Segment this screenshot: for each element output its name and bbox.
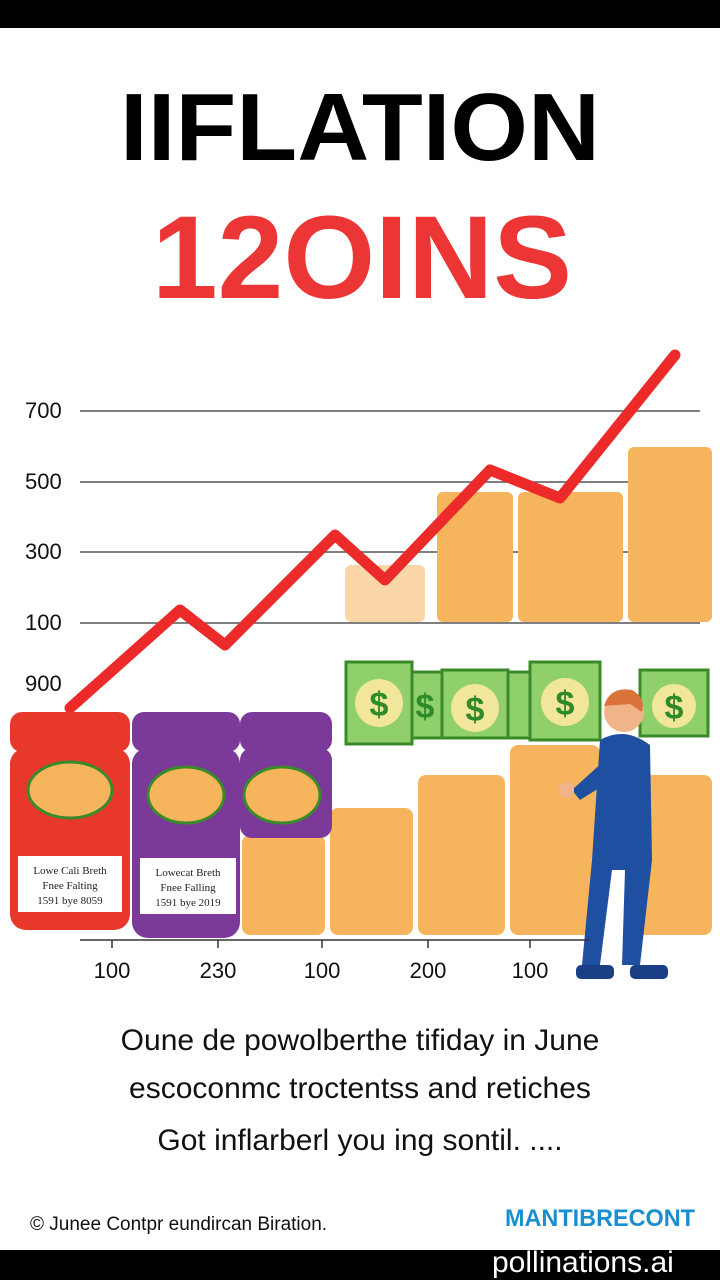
jar-purple: Lowecat Breth Fnee Falling 1591 bye 2019 bbox=[132, 712, 332, 938]
bar bbox=[437, 492, 513, 622]
caption-line: Oune de powolberthe tifiday in June bbox=[121, 1024, 600, 1057]
caption-line: escoconmc troctentss and retiches bbox=[129, 1072, 591, 1105]
bar bbox=[510, 745, 600, 935]
x-label: 200 bbox=[410, 958, 447, 983]
grid bbox=[80, 410, 700, 624]
jar-red: Lowe Cali Breth Fnee Falting 1591 bye 80… bbox=[10, 712, 130, 930]
copyright: © Junee Contpr eundircan Biration. bbox=[30, 1214, 327, 1235]
shoe bbox=[576, 965, 614, 979]
dollar: $ bbox=[466, 691, 485, 729]
jar-text: Lowe Cali Breth bbox=[33, 865, 107, 877]
dollar: $ bbox=[416, 688, 435, 726]
watermark: pollinations.ai bbox=[492, 1246, 674, 1279]
dollar-signs: $ $ $ $ $ bbox=[355, 678, 696, 732]
upper-bars bbox=[345, 447, 712, 622]
x-label: 100 bbox=[94, 958, 131, 983]
jar-seal bbox=[26, 760, 114, 820]
hand bbox=[558, 782, 574, 798]
hair bbox=[604, 689, 643, 712]
coin bbox=[451, 684, 499, 732]
jar-seal bbox=[146, 765, 226, 825]
jar-lid bbox=[132, 712, 240, 752]
brand: MANTIBRECONT bbox=[505, 1205, 695, 1232]
x-label: 230 bbox=[200, 958, 237, 983]
lower-bars bbox=[242, 745, 712, 935]
jar-text: Lowecat Breth bbox=[155, 867, 221, 879]
bottom-bar bbox=[0, 1250, 720, 1280]
coin bbox=[541, 678, 589, 726]
coin bbox=[652, 684, 696, 728]
x-label: 100 bbox=[304, 958, 341, 983]
bar bbox=[345, 565, 425, 622]
jar-text: 1591 bye 2019 bbox=[155, 897, 221, 909]
x-ticks bbox=[111, 940, 531, 948]
dollar: $ bbox=[370, 686, 389, 724]
y-label: 700 bbox=[25, 398, 62, 423]
dollar: $ bbox=[556, 685, 575, 723]
person bbox=[558, 689, 668, 979]
bar bbox=[628, 447, 712, 622]
jar-lid bbox=[10, 712, 130, 752]
bar bbox=[242, 835, 325, 935]
shoe bbox=[630, 965, 668, 979]
suit bbox=[582, 734, 652, 965]
top-bar bbox=[0, 0, 720, 28]
arm bbox=[572, 760, 612, 800]
jar-text: Fnee Falling bbox=[160, 882, 216, 894]
bar bbox=[518, 492, 623, 622]
bar bbox=[330, 808, 413, 935]
title: IIFLATION bbox=[120, 74, 600, 181]
dollar: $ bbox=[665, 689, 684, 727]
jar-text: Fnee Falting bbox=[42, 880, 98, 892]
bill bbox=[506, 670, 532, 740]
y-label: 100 bbox=[25, 610, 62, 635]
x-label: 100 bbox=[512, 958, 549, 983]
caption-line: Got inflarberl you ing sontil. .... bbox=[157, 1124, 562, 1157]
subtitle: 12OINS bbox=[152, 192, 572, 324]
jar-seal bbox=[242, 765, 322, 825]
jar-text: 1591 bye 8059 bbox=[37, 895, 103, 907]
y-label: 300 bbox=[25, 539, 62, 564]
bar bbox=[418, 775, 505, 935]
trend-line bbox=[64, 349, 681, 714]
bill bbox=[410, 670, 444, 740]
y-label: 500 bbox=[25, 469, 62, 494]
coin bbox=[355, 679, 403, 727]
y-label: 900 bbox=[25, 671, 62, 696]
jar-label bbox=[18, 856, 122, 912]
jar-lid bbox=[240, 712, 332, 752]
money-stack: $ $ $ $ $ bbox=[344, 660, 710, 746]
jar-label bbox=[140, 858, 236, 914]
